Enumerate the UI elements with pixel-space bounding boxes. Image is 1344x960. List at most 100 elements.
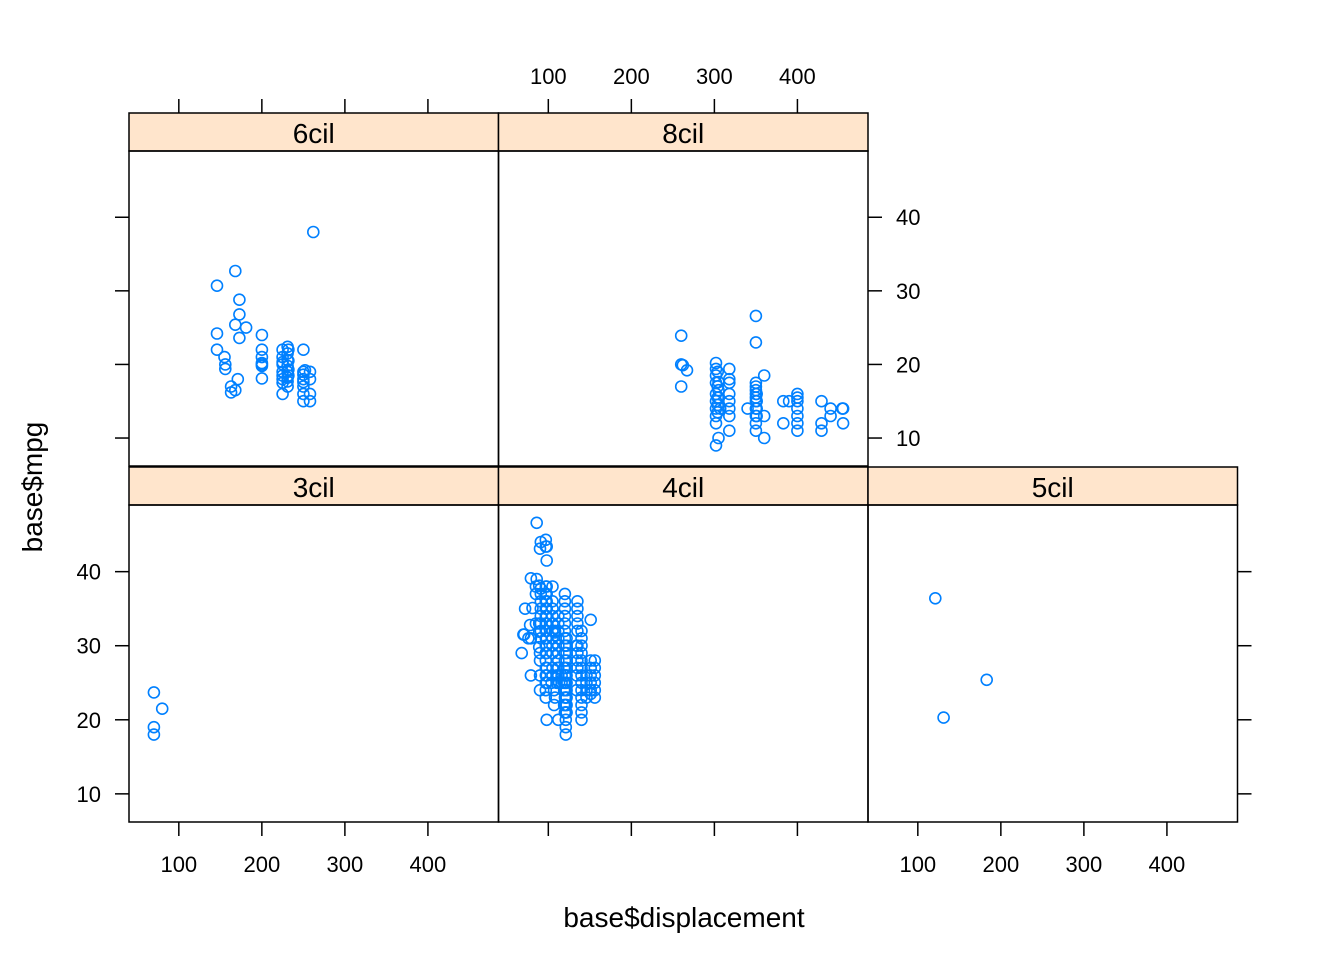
data-point — [255, 372, 269, 385]
data-point — [558, 594, 572, 608]
data-point — [575, 646, 588, 660]
data-point — [297, 394, 310, 408]
data-point — [575, 713, 588, 727]
data-point — [540, 554, 554, 567]
data-point — [255, 350, 269, 364]
data-point — [588, 683, 602, 697]
data-point — [282, 354, 295, 368]
data-point — [571, 654, 584, 667]
data-point — [546, 594, 559, 608]
data-point — [584, 669, 598, 682]
data-point — [558, 609, 572, 623]
data-point — [749, 424, 763, 438]
data-point — [571, 624, 584, 638]
strip-8cil — [497, 112, 869, 152]
x-tick-label: 400 — [410, 852, 447, 877]
data-point — [540, 540, 554, 553]
data-point — [526, 601, 539, 615]
data-point — [551, 631, 565, 645]
data-point — [560, 698, 573, 712]
data-point — [791, 424, 804, 438]
data-point — [239, 321, 253, 334]
data-point — [776, 416, 790, 430]
data-point — [303, 387, 317, 401]
y-tick-label: 30 — [77, 634, 101, 659]
data-point — [575, 624, 588, 638]
data-point — [229, 264, 242, 278]
data-point — [147, 720, 161, 734]
strip-5cil — [867, 466, 1239, 506]
data-point — [674, 329, 688, 343]
data-point — [680, 363, 694, 377]
data-point — [588, 669, 602, 682]
data-point — [233, 308, 246, 321]
panel-frame — [128, 150, 500, 467]
panel-4cil: 4cil — [497, 466, 869, 823]
data-point — [560, 706, 573, 719]
strip-label: 5cil — [1032, 472, 1074, 503]
x-tick-label: 300 — [1066, 852, 1103, 877]
strip-3cil — [128, 466, 500, 506]
data-point — [750, 402, 764, 415]
y-tick-label: 10 — [77, 782, 101, 807]
data-point — [297, 387, 310, 401]
data-point — [757, 431, 771, 445]
data-point — [824, 409, 837, 423]
data-point — [559, 720, 573, 734]
x-tick-label: 200 — [613, 64, 650, 89]
x-tick-label: 400 — [1149, 852, 1186, 877]
data-point — [980, 673, 994, 687]
data-point — [540, 580, 554, 593]
data-point — [711, 405, 725, 419]
data-point — [546, 580, 559, 593]
data-point — [588, 654, 602, 667]
data-point — [255, 359, 269, 373]
data-point — [575, 631, 588, 645]
data-point — [571, 617, 584, 630]
data-point — [722, 362, 736, 376]
panel-8cil: 8cil — [497, 112, 869, 467]
data-point — [571, 639, 584, 653]
data-point — [575, 654, 588, 667]
x-tick-label: 300 — [696, 64, 733, 89]
data-point — [551, 646, 565, 660]
data-point — [560, 669, 573, 682]
data-point — [560, 676, 573, 690]
data-point — [530, 516, 544, 530]
data-point — [757, 369, 771, 382]
data-point — [218, 350, 231, 364]
data-point — [524, 669, 538, 682]
data-point — [575, 706, 588, 719]
data-point — [584, 687, 598, 701]
data-point — [674, 380, 688, 393]
data-point — [551, 609, 565, 623]
data-point — [571, 661, 584, 675]
data-point — [540, 713, 554, 727]
data-point — [560, 631, 573, 645]
data-point — [937, 711, 950, 724]
data-point — [722, 387, 736, 401]
data-point — [584, 654, 598, 667]
data-point — [749, 416, 763, 430]
data-point — [548, 624, 562, 638]
x-tick-label: 100 — [160, 852, 197, 877]
data-point — [722, 424, 736, 438]
x-axis-title: base$displacement — [563, 902, 804, 933]
data-point — [539, 654, 553, 667]
data-point — [560, 691, 573, 704]
data-point — [219, 362, 232, 376]
data-point — [551, 661, 565, 675]
data-point — [571, 602, 584, 616]
x-tick-label: 200 — [982, 852, 1019, 877]
data-point — [559, 728, 573, 741]
data-point — [210, 279, 224, 293]
strip-label: 3cil — [293, 472, 335, 503]
data-point — [712, 391, 725, 404]
data-point — [255, 328, 269, 342]
data-point — [233, 293, 246, 307]
data-point — [584, 613, 598, 627]
panel-5cil: 5cil — [867, 466, 1239, 823]
data-point — [722, 409, 736, 423]
data-point — [815, 416, 828, 430]
y-tick-label: 40 — [896, 205, 920, 230]
